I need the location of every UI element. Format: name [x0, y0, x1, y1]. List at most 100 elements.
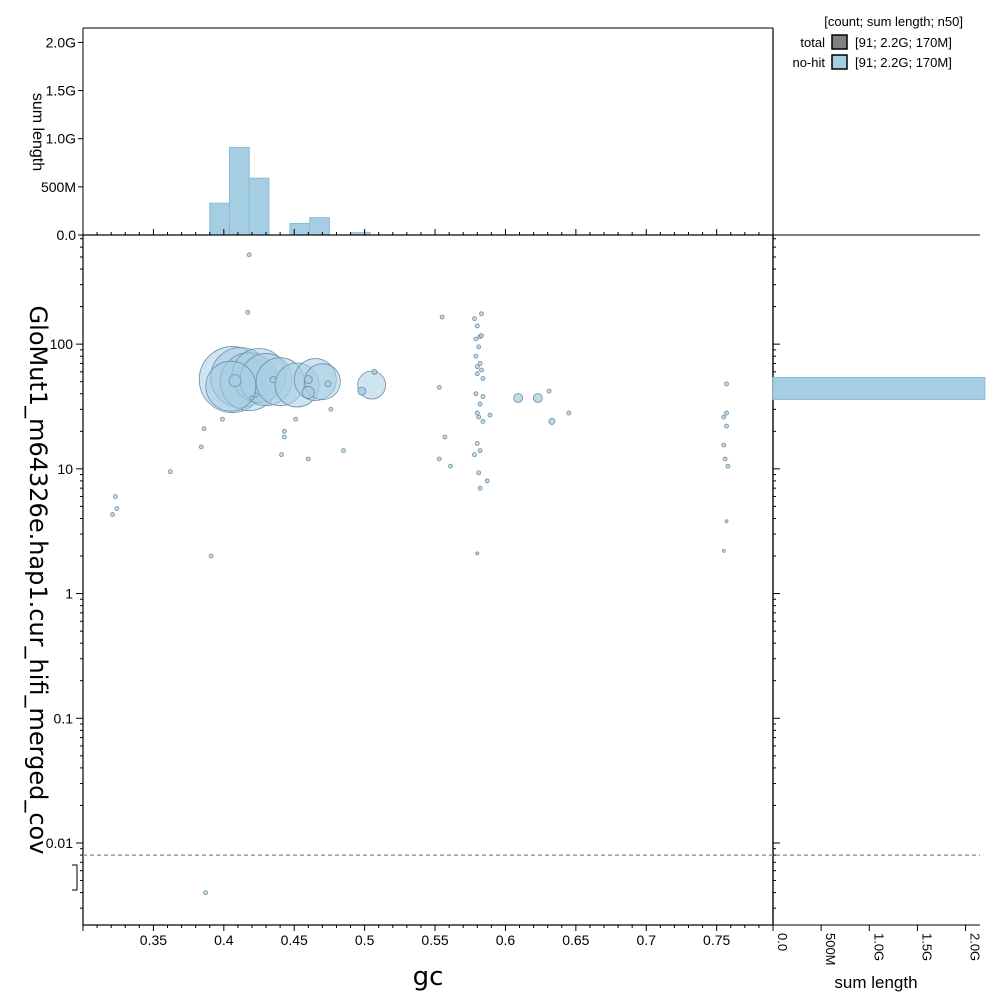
data-point [474, 371, 480, 377]
data-point [484, 478, 490, 484]
data-point [477, 361, 483, 366]
right-histogram-tick-label: 500M [823, 933, 838, 966]
data-point [724, 410, 729, 416]
data-point [305, 456, 311, 462]
x-axis-tick-label: 0.65 [562, 932, 589, 948]
right-histogram-tick-label: 0.0 [775, 933, 790, 951]
data-point [476, 414, 482, 420]
data-point [724, 423, 729, 429]
data-point [474, 323, 480, 329]
data-point [208, 553, 214, 559]
data-point [293, 416, 299, 422]
data-point [110, 512, 115, 517]
y-axis-tick-label: 100 [50, 336, 74, 352]
data-point [203, 890, 208, 896]
legend-header: [count; sum length; n50] [824, 14, 963, 29]
right-histogram-bar [772, 377, 986, 400]
main-panel-frame [82, 234, 774, 926]
x-axis-tick-label: 0.75 [703, 932, 730, 948]
legend-entry-name: no-hit [792, 55, 825, 70]
y-axis-tick-label: 0.01 [46, 835, 73, 851]
y-axis-tick-label: 0.1 [54, 710, 74, 726]
x-axis-label: gc [413, 962, 444, 992]
data-point [220, 416, 225, 422]
x-axis-tick-label: 0.55 [421, 932, 448, 948]
right-histogram-tick-label: 1.0G [871, 933, 886, 961]
data-point [474, 410, 480, 416]
data-point [476, 470, 482, 476]
data-point [473, 336, 479, 342]
data-point [513, 393, 524, 403]
data-point [341, 448, 346, 454]
data-point [722, 456, 728, 462]
data-point [371, 368, 378, 375]
legend: [count; sum length; n50] total [91; 2.2G; … [792, 14, 963, 70]
data-point [480, 419, 486, 424]
data-point [721, 548, 726, 553]
data-point [477, 448, 483, 454]
data-point [246, 252, 252, 258]
data-point [473, 391, 479, 397]
data-point [477, 401, 483, 407]
data-point [114, 506, 120, 512]
data-point [281, 428, 287, 434]
top-histogram-bar [309, 217, 330, 236]
data-point [112, 494, 118, 499]
data-point [201, 426, 207, 432]
data-point [253, 392, 259, 398]
data-point [328, 406, 334, 412]
data-point [474, 364, 480, 370]
top-histogram-tick-label: 1.5G [46, 83, 76, 99]
data-point [249, 395, 255, 401]
x-axis-tick-label: 0.7 [637, 932, 657, 948]
data-point [473, 353, 479, 359]
data-point [479, 367, 484, 373]
data-point [472, 452, 477, 458]
data-point [303, 375, 313, 384]
y-axis-tick-label: 1 [65, 586, 73, 602]
data-point [479, 311, 484, 317]
data-point [566, 410, 572, 416]
data-point [546, 388, 552, 394]
data-point [476, 344, 482, 350]
data-point [721, 442, 727, 448]
x-axis-tick-label: 0.4 [214, 932, 234, 948]
top-histogram-bar [228, 146, 250, 236]
data-point [269, 376, 277, 383]
right-histogram-tick-label: 2.0G [968, 933, 983, 961]
data-point [448, 463, 453, 469]
data-point [436, 456, 442, 462]
data-point [477, 485, 483, 491]
top-histogram-tick-label: 2.0G [46, 34, 76, 50]
top-histogram-tick-label: 0.0 [57, 227, 77, 243]
top-histogram-bar [209, 202, 230, 236]
y-axis-tick-label: 10 [57, 461, 73, 477]
data-point [480, 394, 486, 399]
legend-entry-name: total [800, 35, 825, 50]
data-point [228, 374, 242, 388]
top-histogram-tick-label: 500M [41, 179, 76, 195]
right-histogram-tick-label: 1.5G [919, 933, 934, 961]
x-axis-tick-label: 0.35 [140, 932, 167, 948]
x-axis-tick-label: 0.5 [355, 932, 375, 948]
data-point [279, 452, 284, 458]
data-point [480, 376, 486, 381]
x-axis-tick-label: 0.6 [496, 932, 516, 948]
data-point [721, 414, 727, 420]
right-histogram: 0.0 500M 1.0G 1.5G 2.0G sum length [772, 377, 986, 992]
data-point [472, 316, 477, 322]
data-point [324, 380, 332, 388]
data-point [532, 393, 543, 403]
data-point [439, 314, 445, 320]
data-point [198, 444, 204, 450]
data-point [436, 384, 442, 390]
data-point [245, 309, 251, 315]
legend-swatch [831, 54, 848, 70]
data-point [301, 386, 315, 399]
top-histogram: 0.0 500M 1.0G 1.5G 2.0G sum length [29, 27, 773, 243]
data-point [724, 381, 729, 387]
right-histogram-x-label: sum length [834, 973, 917, 992]
data-point [725, 463, 731, 469]
data-point [724, 519, 729, 524]
